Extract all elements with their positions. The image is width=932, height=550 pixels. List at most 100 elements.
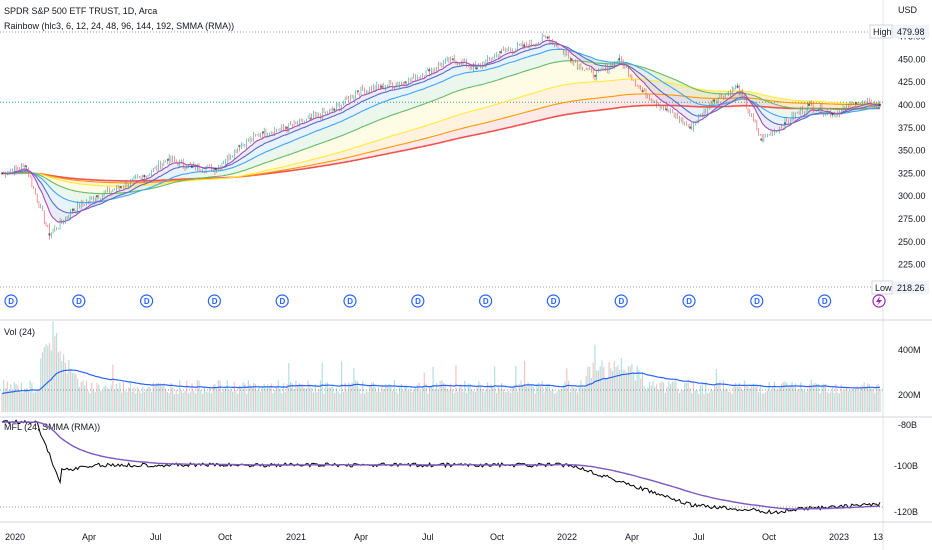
volume-bar: [140, 393, 142, 412]
volume-bar: [499, 388, 501, 412]
time-axis[interactable]: 2020 Apr Jul Oct 2021 Apr Jul Oct 2022 Apr Jul Oct 2…: [5, 532, 883, 542]
dividend-marker[interactable]: [546, 294, 561, 308]
lightning-glyph: [876, 296, 882, 306]
volume-bar: [13, 381, 15, 412]
volume-bar: [705, 381, 707, 412]
volume-bar: [101, 391, 103, 412]
dividend-marker[interactable]: [140, 294, 154, 308]
series-point: [356, 90, 360, 93]
volume-bar: [179, 380, 181, 412]
mfl-title[interactable]: MFL (24, SMMA (RMA)): [4, 422, 100, 432]
volume-bar: [729, 391, 732, 412]
dividend-label: D: [619, 297, 625, 306]
vol-title[interactable]: Vol (24): [4, 327, 35, 337]
volume-bar: [399, 387, 401, 412]
volume-bar: [26, 387, 28, 412]
volume-bar: [458, 386, 461, 412]
volume-bar: [272, 393, 274, 412]
volume-bar: [254, 383, 256, 412]
volume-bar: [103, 386, 105, 412]
volume-bar: [11, 389, 14, 412]
volume-bar: [596, 370, 598, 412]
volume-bar: [10, 384, 12, 412]
volume-bar: [610, 368, 612, 412]
volume-bar: [377, 386, 380, 412]
volume-bar: [4, 388, 7, 412]
volume-bar: [221, 392, 223, 412]
volume-bar: [559, 389, 561, 412]
volume-bar: [147, 387, 149, 412]
dividend-marker[interactable]: [682, 294, 696, 308]
volume-bar: [706, 393, 709, 412]
dividend-label: D: [754, 297, 760, 306]
volume-bar: [356, 380, 359, 412]
volume-bar: [6, 381, 8, 412]
volume-bar: [372, 381, 374, 412]
volume-bar: [131, 391, 133, 412]
volume-bar: [465, 392, 468, 412]
low-value-box: [893, 281, 929, 294]
dividend-label: D: [8, 297, 14, 306]
series-point: [309, 117, 312, 120]
volume-bar: [661, 381, 663, 412]
volume-bar: [157, 382, 160, 412]
volume-bar: [277, 380, 279, 412]
dividend-marker[interactable]: [275, 294, 289, 308]
volume-bar: [374, 386, 376, 412]
volume-bar: [242, 382, 244, 412]
series-point: [285, 126, 288, 129]
series-point: [71, 208, 75, 212]
volume-bar: [240, 388, 242, 412]
price-tick: 375.00: [898, 123, 926, 133]
volume-bar: [210, 393, 212, 412]
volume-bar: [488, 390, 490, 412]
volume-bar: [780, 383, 783, 412]
dividend-marker[interactable]: [4, 294, 18, 308]
volume-bar: [618, 370, 621, 412]
split-marker[interactable]: [872, 294, 886, 308]
volume-bar: [187, 393, 190, 412]
dividend-marker[interactable]: [614, 294, 628, 308]
volume-bar: [411, 392, 413, 412]
rainbow-indicator-title[interactable]: Rainbow (hlc3, 6, 12, 24, 48, 96, 144, 1…: [4, 21, 234, 31]
volume-bar: [122, 381, 125, 412]
symbol-title[interactable]: SPDR S&P 500 ETF TRUST, 1D, Arca: [4, 6, 157, 16]
dividend-label: D: [483, 297, 489, 306]
dividend-label: D: [76, 297, 82, 306]
volume-bar: [640, 378, 642, 412]
volume-bar: [444, 385, 446, 412]
dividend-marker[interactable]: [479, 294, 493, 308]
volume-bar: [312, 392, 315, 412]
mfl-ma-line: [2, 421, 881, 510]
volume-bar: [831, 386, 834, 412]
volume-bar: [472, 390, 475, 412]
volume-bar: [694, 390, 696, 412]
volume-bar: [425, 383, 427, 412]
dividend-marker[interactable]: [411, 294, 425, 308]
volume-bar: [128, 387, 130, 412]
volume-bar: [515, 365, 517, 412]
volume-bar: [860, 386, 862, 412]
dividend-marker[interactable]: [72, 294, 86, 308]
volume-bar: [64, 362, 66, 412]
volume-bar: [601, 360, 603, 412]
volume-bar: [450, 383, 452, 412]
dividend-marker[interactable]: [817, 294, 832, 308]
volume-bar: [200, 390, 202, 412]
dividend-marker[interactable]: [343, 294, 357, 308]
volume-bar: [634, 380, 637, 412]
volume-bar: [757, 392, 760, 412]
volume-bar: [766, 390, 768, 412]
dividend-label: D: [212, 297, 218, 306]
volume-bar: [27, 391, 29, 412]
volume-bar: [43, 347, 45, 412]
rainbow-line: [2, 78, 880, 187]
dividend-marker[interactable]: [750, 294, 764, 308]
volume-bar: [546, 383, 549, 412]
volume-bar: [847, 390, 849, 412]
price-axis[interactable]: 475.00450.00425.00400.00375.00350.00325.…: [898, 32, 926, 293]
volume-bar: [671, 381, 673, 412]
dividend-marker[interactable]: [207, 294, 221, 308]
